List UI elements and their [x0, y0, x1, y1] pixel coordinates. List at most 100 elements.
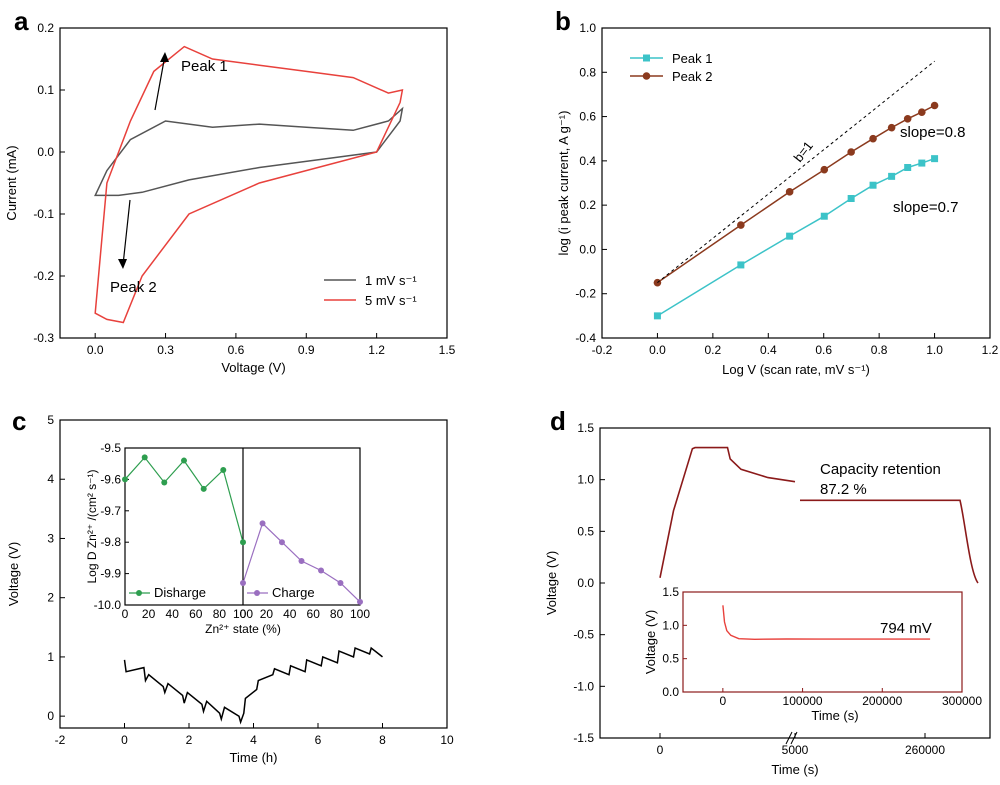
- inset-x-tick-label: 100: [350, 607, 370, 621]
- inset-y-tick-label: -9.6: [100, 472, 121, 486]
- inset-data-point: [240, 580, 246, 587]
- inset-x-tick-label: 60: [307, 607, 321, 621]
- legend-label: 5 mV s⁻¹: [365, 293, 417, 308]
- inset-x-tick-label: 20: [260, 607, 274, 621]
- inset-y-tick-label: -9.7: [100, 504, 121, 518]
- inset-x-tick-label: 40: [166, 607, 180, 621]
- panel-label-b: b: [555, 6, 571, 36]
- x-axis-label: Time (s): [771, 762, 818, 777]
- x-axis-label: Voltage (V): [221, 360, 285, 375]
- inset-x-tick-label: 0: [720, 694, 727, 708]
- inset-data-point: [122, 476, 128, 483]
- y-axis-label: Voltage (V): [544, 551, 559, 615]
- series-line: [656, 104, 935, 284]
- legend-label: Peak 2: [672, 69, 712, 84]
- inset-data-point: [357, 598, 363, 605]
- x-tick-label: 0.9: [298, 343, 315, 357]
- inset-x-tick-label: 0: [122, 607, 129, 621]
- y-tick-label: 2: [47, 591, 54, 605]
- x-tick-label: 0: [121, 733, 128, 747]
- inset-data-point: [259, 520, 266, 527]
- inset-voltage: 0 100000 200000 300000 1.5 1.0 0.5 0.0 Time (s) V…: [643, 585, 982, 723]
- x-tick-label: -2: [55, 733, 66, 747]
- x-tick-label: -0.2: [592, 343, 613, 357]
- series-line: [659, 446, 796, 578]
- data-point: [930, 101, 939, 110]
- inset-x-tick-label: 20: [142, 607, 156, 621]
- y-tick-label: 4: [47, 472, 54, 486]
- inset-x-axis-label: Time (s): [811, 708, 858, 723]
- y-tick-label: 0.1: [37, 83, 54, 97]
- inset-x-tick-label: 100: [233, 607, 253, 621]
- x-tick-label: 8: [379, 733, 386, 747]
- series-line: [94, 45, 404, 324]
- y-tick-label: -0.1: [33, 207, 54, 221]
- y-tick-label: 0.2: [37, 21, 54, 35]
- inset-data-point: [200, 485, 207, 492]
- inset-legend-label: Charge: [272, 585, 315, 600]
- data-point: [918, 108, 926, 116]
- data-point: [888, 172, 896, 180]
- x-tick-label: 5000: [782, 743, 809, 757]
- y-tick-label: 0.5: [577, 524, 594, 538]
- inset-x-tick-label: 80: [213, 607, 227, 621]
- y-tick-label: 1.0: [577, 473, 594, 487]
- x-tick-label: 1.0: [926, 343, 943, 357]
- y-tick-label: 1.5: [577, 421, 594, 435]
- inset-x-tick-label: 60: [189, 607, 203, 621]
- data-point: [918, 159, 926, 167]
- annotation-peak-1: Peak 1: [181, 58, 228, 75]
- data-point: [785, 188, 794, 196]
- data-point: [820, 212, 828, 220]
- plot-frame: [59, 27, 448, 339]
- legend-marker: [643, 54, 650, 62]
- panel-a: a 0.0 0.3 0.6 0.9 1.2 1.5 0.2 0.1 0.0 -0.1 -0.2 -0.3…: [4, 6, 456, 375]
- annotation-slope-peak-1: slope=0.7: [893, 199, 958, 216]
- panel-label-d: d: [550, 406, 566, 436]
- y-tick-label: 1: [47, 650, 54, 664]
- y-axis-label: Current (mA): [4, 145, 19, 220]
- x-tick-label: 1.5: [439, 343, 456, 357]
- x-tick-label: 1.2: [982, 343, 999, 357]
- annotation-slope-peak-2: slope=0.8: [900, 124, 965, 141]
- inset-y-tick-label: 1.0: [662, 618, 679, 632]
- y-tick-label: 0.0: [579, 242, 596, 256]
- legend-label: Peak 1: [672, 51, 712, 66]
- inset-y-tick-label: 0.0: [662, 685, 679, 699]
- y-tick-label: 1.0: [579, 21, 596, 35]
- y-tick-label: 0.4: [579, 154, 596, 168]
- inset-legend-label: Disharge: [154, 585, 206, 600]
- inset-y-axis-label: Log D Zn²⁺ /(cm² s⁻¹): [85, 469, 99, 583]
- data-point: [847, 148, 855, 156]
- y-axis-label: Voltage (V): [6, 542, 21, 606]
- x-tick-label: 1.2: [368, 343, 385, 357]
- x-tick-label: 0.2: [705, 343, 722, 357]
- y-tick-label: 5: [47, 413, 54, 427]
- axis-break-icon: [785, 731, 798, 745]
- inset-data-point: [161, 479, 168, 486]
- y-tick-label: 0.0: [577, 576, 594, 590]
- data-point: [869, 134, 877, 143]
- y-tick-label: 0.6: [579, 110, 596, 124]
- legend-marker: [642, 72, 651, 80]
- y-axis-label: log (i peak current, A g⁻¹): [556, 111, 571, 256]
- inset-y-axis-label: Voltage (V): [643, 610, 658, 674]
- inset-data-point: [141, 454, 148, 461]
- x-tick-label: 260000: [905, 743, 945, 757]
- data-point: [847, 195, 855, 202]
- x-tick-label: 0.4: [760, 343, 777, 357]
- inset-x-tick-label: 80: [330, 607, 344, 621]
- y-tick-label: 0.2: [579, 198, 596, 212]
- inset-y-tick-label: -9.8: [100, 535, 121, 549]
- arrow-head: [160, 52, 169, 62]
- y-tick-label: 3: [47, 531, 54, 545]
- y-tick-label: 0.8: [579, 65, 596, 79]
- inset-x-axis-label: Zn²⁺ state (%): [205, 622, 281, 636]
- inset-x-tick-label: 200000: [862, 694, 902, 708]
- inset-x-tick-label: 0: [240, 607, 247, 621]
- x-tick-label: 0.3: [157, 343, 174, 357]
- inset-data-point: [318, 567, 325, 574]
- annotation-b1: b=1: [791, 138, 816, 165]
- inset-data-point: [220, 466, 227, 473]
